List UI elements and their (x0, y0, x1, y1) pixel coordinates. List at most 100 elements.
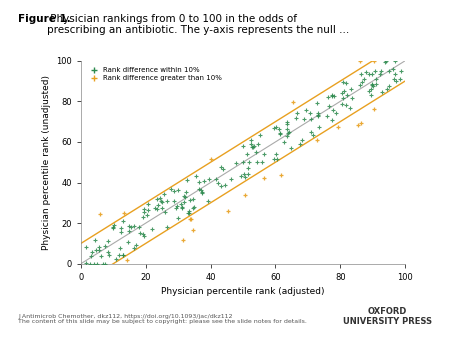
Point (195, 187, 202, 192)
Point (152, 205, 159, 210)
Point (174, 203, 181, 208)
Point (315, 124, 323, 130)
Point (193, 173, 200, 178)
Point (328, 118, 335, 123)
Point (144, 212, 151, 218)
Point (178, 204, 185, 210)
Point (358, 121, 365, 126)
Point (302, 107, 310, 113)
Point (255, 141, 262, 147)
Point (277, 130, 284, 136)
Point (126, 223, 133, 229)
Point (346, 106, 354, 111)
Point (331, 93, 338, 98)
Point (290, 99, 297, 104)
Point (102, 243, 109, 248)
Point (369, 83, 377, 88)
Point (105, 252, 112, 257)
Point (91, 261, 98, 266)
Point (82, 244, 90, 250)
Point (219, 167, 226, 172)
Point (338, 91, 345, 96)
Point (368, 71, 375, 77)
Point (185, 208, 192, 214)
Point (238, 173, 245, 178)
Point (324, 94, 332, 100)
Point (124, 257, 131, 262)
Point (145, 201, 152, 207)
Point (174, 188, 181, 193)
Point (189, 197, 197, 202)
Point (360, 77, 367, 82)
Point (284, 119, 291, 125)
Point (158, 205, 166, 211)
Point (97, 212, 104, 217)
Point (205, 199, 212, 204)
Point (270, 156, 277, 162)
Point (241, 192, 248, 198)
Point (381, 59, 388, 65)
Point (296, 141, 303, 147)
Point (240, 171, 248, 176)
Point (315, 114, 322, 119)
Point (95, 245, 103, 250)
Point (314, 110, 321, 115)
Point (154, 202, 161, 208)
Point (127, 224, 134, 230)
Point (86, 261, 93, 266)
Point (104, 249, 112, 255)
Point (314, 100, 321, 105)
Point (120, 210, 127, 216)
Point (190, 204, 197, 210)
Point (132, 242, 140, 247)
Point (187, 216, 194, 222)
Point (357, 58, 364, 64)
Point (367, 92, 374, 98)
Point (215, 180, 222, 186)
Point (383, 86, 390, 92)
Point (274, 156, 281, 162)
Point (135, 224, 143, 230)
Point (227, 176, 234, 181)
Point (248, 138, 255, 143)
Point (310, 132, 317, 138)
Point (285, 129, 292, 135)
Point (261, 151, 268, 157)
Point (179, 238, 186, 243)
Text: Physician rankings from 0 to 100 in the odds of
prescribing an antibiotic. The y: Physician rankings from 0 to 100 in the … (47, 14, 350, 35)
Point (126, 228, 133, 234)
Point (329, 107, 337, 113)
Point (245, 171, 252, 176)
Point (392, 78, 400, 84)
Point (198, 190, 205, 196)
Point (101, 261, 108, 266)
Point (307, 117, 315, 122)
Point (222, 182, 229, 188)
Point (275, 126, 283, 131)
Point (158, 199, 166, 204)
Point (181, 194, 189, 200)
Point (112, 257, 119, 262)
Point (201, 178, 208, 184)
Point (343, 103, 350, 108)
Point (349, 95, 356, 101)
Point (371, 58, 378, 64)
Point (130, 245, 138, 251)
Point (306, 110, 313, 116)
Point (120, 218, 127, 224)
Point (177, 201, 184, 206)
Point (280, 140, 288, 145)
Point (212, 176, 220, 181)
Point (140, 232, 147, 237)
Point (355, 122, 362, 128)
Point (369, 82, 376, 87)
Text: J Antimicrob Chemother, dkz112, https://doi.org/10.1093/jac/dkz112
The content o: J Antimicrob Chemother, dkz112, https://… (18, 314, 307, 324)
Point (189, 227, 197, 232)
Point (144, 208, 152, 213)
Point (115, 252, 122, 258)
Point (292, 115, 300, 121)
Point (285, 130, 292, 136)
Point (261, 175, 268, 180)
Point (247, 142, 254, 147)
Point (365, 89, 373, 94)
